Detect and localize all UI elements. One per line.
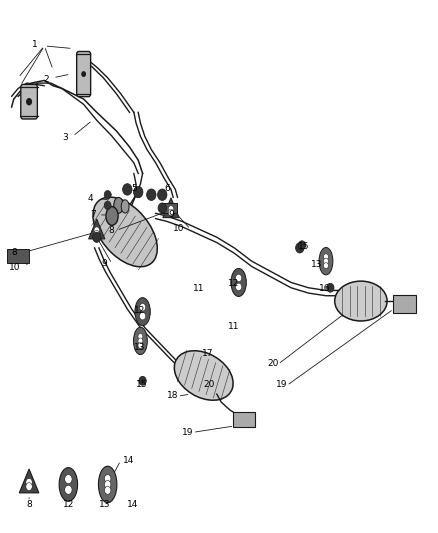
- Text: 10: 10: [9, 263, 20, 272]
- Circle shape: [123, 184, 132, 195]
- Circle shape: [81, 71, 86, 77]
- Circle shape: [139, 376, 146, 385]
- FancyBboxPatch shape: [393, 295, 417, 313]
- Text: 12: 12: [63, 500, 74, 509]
- Ellipse shape: [99, 466, 117, 503]
- Ellipse shape: [121, 200, 129, 213]
- Text: 3: 3: [63, 133, 68, 142]
- Circle shape: [168, 209, 173, 216]
- Text: 13: 13: [311, 261, 322, 269]
- Text: 16: 16: [319, 284, 331, 293]
- Circle shape: [298, 241, 306, 249]
- Text: 4: 4: [88, 194, 94, 203]
- Circle shape: [236, 283, 242, 290]
- Text: 2: 2: [43, 75, 49, 84]
- Ellipse shape: [319, 247, 333, 275]
- Text: 20: 20: [267, 359, 279, 368]
- Circle shape: [26, 479, 32, 486]
- Circle shape: [65, 474, 72, 483]
- Ellipse shape: [135, 297, 150, 326]
- Circle shape: [104, 190, 111, 199]
- Polygon shape: [88, 219, 105, 239]
- Text: 8: 8: [12, 248, 18, 257]
- Polygon shape: [163, 198, 179, 217]
- Text: 6: 6: [164, 184, 170, 193]
- Text: 14: 14: [127, 500, 139, 509]
- Text: 11: 11: [228, 321, 239, 330]
- Circle shape: [104, 481, 111, 488]
- Circle shape: [26, 98, 32, 106]
- Circle shape: [138, 334, 143, 340]
- Text: 14: 14: [123, 456, 134, 465]
- Ellipse shape: [335, 281, 387, 321]
- Circle shape: [296, 243, 304, 253]
- Circle shape: [324, 258, 328, 264]
- Ellipse shape: [134, 327, 147, 354]
- Ellipse shape: [106, 207, 118, 225]
- Text: 20: 20: [204, 380, 215, 389]
- Text: 1: 1: [32, 40, 38, 49]
- Text: 12: 12: [228, 279, 239, 288]
- Ellipse shape: [114, 197, 124, 213]
- Circle shape: [147, 189, 156, 200]
- Text: 10: 10: [173, 224, 185, 233]
- Text: 13: 13: [134, 343, 145, 352]
- Circle shape: [324, 263, 328, 269]
- Circle shape: [140, 312, 146, 320]
- Circle shape: [158, 203, 166, 213]
- Circle shape: [324, 254, 328, 260]
- Circle shape: [327, 284, 334, 292]
- Circle shape: [94, 230, 99, 237]
- Text: 18: 18: [166, 391, 178, 400]
- Text: 15: 15: [136, 380, 148, 389]
- Circle shape: [134, 187, 143, 198]
- Bar: [7, 249, 29, 263]
- Circle shape: [158, 189, 167, 200]
- Ellipse shape: [59, 467, 78, 502]
- Circle shape: [65, 486, 72, 494]
- Circle shape: [92, 232, 101, 243]
- Text: 15: 15: [297, 242, 309, 251]
- Ellipse shape: [174, 351, 233, 400]
- Circle shape: [138, 338, 143, 344]
- Text: 17: 17: [201, 349, 213, 358]
- Text: 19: 19: [182, 428, 194, 437]
- Ellipse shape: [231, 269, 246, 296]
- Text: 13: 13: [99, 500, 110, 509]
- FancyBboxPatch shape: [233, 411, 255, 427]
- Circle shape: [104, 201, 111, 209]
- Circle shape: [94, 227, 99, 233]
- Circle shape: [140, 303, 146, 311]
- Text: 5: 5: [132, 184, 138, 193]
- Text: 7: 7: [90, 211, 96, 220]
- Circle shape: [104, 474, 111, 482]
- Text: 8: 8: [26, 500, 32, 509]
- FancyBboxPatch shape: [21, 84, 37, 119]
- Text: 9: 9: [169, 210, 174, 219]
- Circle shape: [138, 342, 143, 348]
- Circle shape: [104, 487, 111, 494]
- Ellipse shape: [93, 197, 157, 267]
- Circle shape: [26, 483, 32, 490]
- Text: 11: 11: [193, 284, 204, 293]
- Polygon shape: [19, 469, 39, 493]
- Circle shape: [236, 274, 242, 282]
- Text: 12: 12: [134, 305, 145, 314]
- FancyBboxPatch shape: [77, 52, 91, 96]
- Bar: [161, 203, 177, 213]
- Text: 9: 9: [101, 260, 107, 268]
- Text: 19: 19: [276, 380, 287, 389]
- Text: 8: 8: [109, 226, 114, 235]
- Circle shape: [168, 206, 173, 212]
